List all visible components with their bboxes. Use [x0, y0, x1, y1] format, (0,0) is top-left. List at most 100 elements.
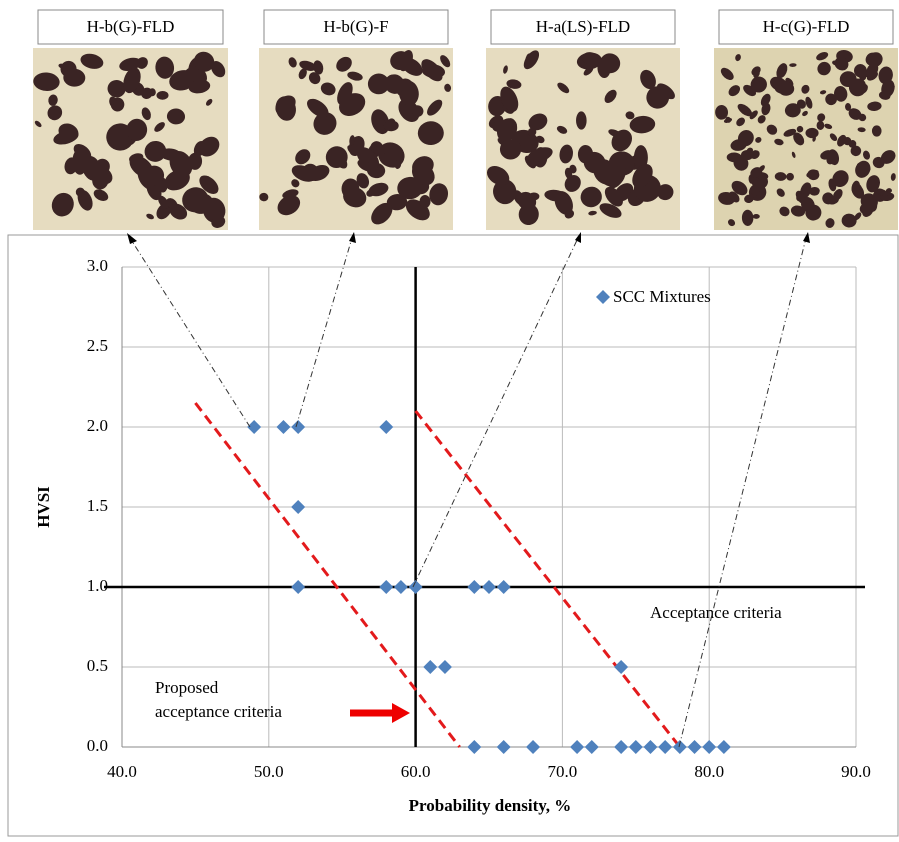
photo-label-box	[490, 9, 676, 45]
point	[437, 660, 452, 674]
aggregate	[397, 176, 423, 200]
aggregate	[383, 120, 399, 132]
point	[291, 420, 306, 434]
aggregate	[733, 155, 749, 171]
aggregate	[82, 155, 102, 181]
aggregate	[871, 125, 882, 137]
aggregate	[784, 103, 801, 118]
aggregate	[486, 166, 510, 186]
aggregate	[63, 68, 86, 87]
aggregate	[64, 157, 78, 175]
aggregate	[188, 79, 211, 94]
aggregate	[356, 173, 370, 189]
aggregate	[169, 203, 188, 220]
aggregate	[93, 189, 109, 201]
aggregate	[559, 144, 573, 164]
aggregate	[735, 54, 741, 62]
aggregate	[583, 66, 594, 76]
aggregate	[760, 93, 771, 107]
aggregate	[832, 170, 849, 187]
aggregate	[347, 71, 363, 81]
aggregate	[523, 50, 540, 70]
aggregate	[848, 140, 857, 148]
photo-label-box	[37, 9, 224, 45]
aggregate	[211, 215, 226, 228]
legend-label: SCC Mixtures	[613, 287, 711, 306]
x-tick-label: 60.0	[401, 762, 431, 781]
aggregate	[313, 112, 337, 135]
aggregate	[611, 129, 632, 152]
aggregate	[860, 193, 878, 210]
aggregate	[320, 82, 336, 96]
aggregate	[851, 180, 861, 195]
point	[496, 580, 511, 594]
proposed-label: Proposed	[155, 678, 219, 697]
proposed-arrow	[350, 703, 410, 723]
x-tick-label: 90.0	[841, 762, 871, 781]
aggregate	[867, 101, 882, 111]
arrowhead	[127, 233, 137, 244]
point	[687, 740, 702, 754]
aggregate	[499, 139, 522, 160]
aggregate	[146, 213, 154, 220]
aggregate	[259, 192, 269, 202]
aggregate	[750, 185, 760, 196]
aggregate	[580, 186, 602, 208]
aggregate	[885, 188, 892, 194]
aggregate	[386, 194, 408, 211]
aggregate	[556, 125, 568, 134]
point	[628, 740, 643, 754]
aggregate	[337, 82, 353, 105]
aggregate	[805, 127, 819, 139]
aggregate	[154, 122, 165, 132]
aggregate	[866, 62, 879, 78]
photo-label-box	[718, 9, 894, 45]
proposed-label: acceptance criteria	[155, 702, 282, 721]
aggregate	[791, 151, 796, 158]
aggregate	[807, 169, 820, 181]
y-axis-label: HVSI	[34, 486, 53, 528]
photo-label: H-a(LS)-FLD	[536, 17, 630, 36]
aggregate	[144, 140, 167, 162]
arrowhead	[575, 232, 581, 243]
aggregate	[728, 85, 741, 97]
photo-arrow	[129, 237, 251, 428]
point	[702, 740, 717, 754]
aggregate	[729, 191, 740, 203]
aggregate	[159, 148, 182, 161]
aggregate	[398, 98, 420, 122]
aggregate	[141, 87, 153, 99]
point	[467, 580, 482, 594]
aggregate	[126, 118, 148, 141]
aggregate	[189, 193, 214, 214]
aggregate	[750, 76, 767, 93]
photo-arrow	[678, 237, 807, 748]
photo-label-box	[263, 9, 449, 45]
aggregate	[866, 175, 880, 193]
aggregate	[848, 108, 862, 120]
aggregate	[291, 179, 300, 188]
aggregate	[349, 135, 355, 146]
aggregate	[809, 188, 820, 196]
aggregate	[298, 68, 307, 80]
aggregate	[375, 118, 386, 127]
aggregate	[845, 103, 852, 111]
aggregate	[872, 156, 885, 169]
aggregate	[779, 206, 790, 217]
aggregate	[834, 57, 849, 71]
arrow-head	[392, 703, 410, 723]
point	[276, 420, 291, 434]
y-tick-label: 2.5	[87, 336, 108, 355]
point	[482, 580, 496, 594]
point	[584, 740, 599, 754]
aggregate	[193, 51, 215, 72]
aggregate	[398, 50, 413, 72]
aggregate	[826, 151, 837, 165]
y-tick-label: 1.0	[87, 576, 108, 595]
aggregate	[48, 94, 58, 106]
aggregate	[824, 123, 833, 130]
aggregate	[199, 175, 219, 194]
photo-label: H-b(G)-FLD	[87, 17, 175, 36]
point	[393, 580, 408, 594]
aggregate	[841, 213, 857, 228]
